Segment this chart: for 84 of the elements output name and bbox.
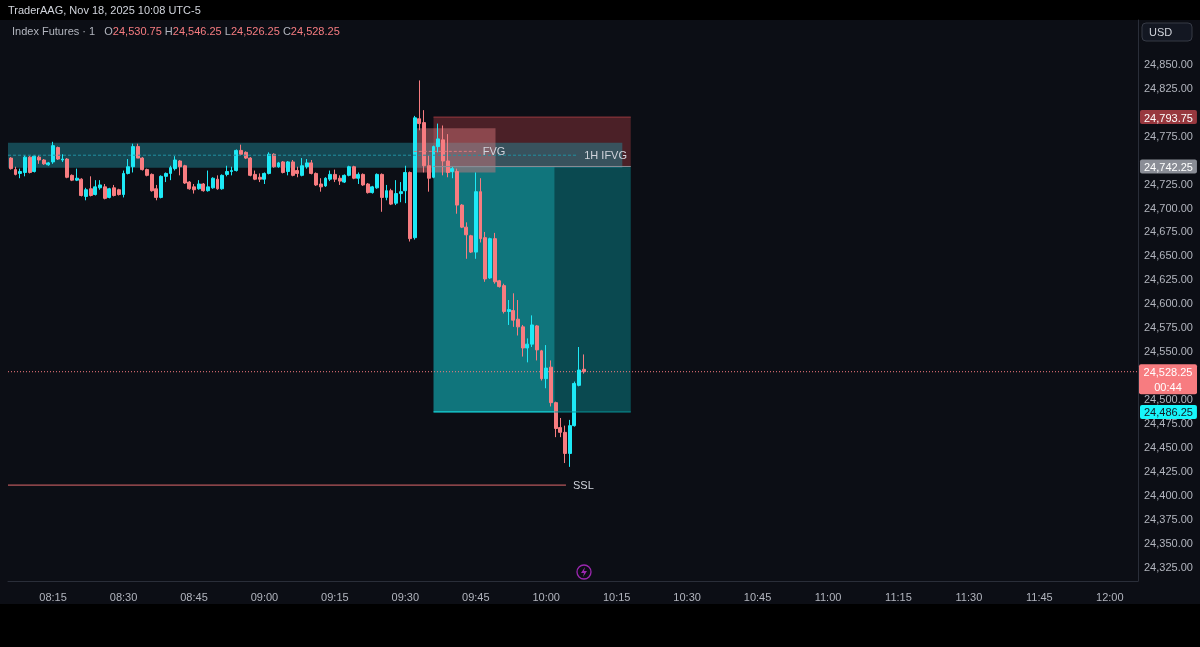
- candlestick: [413, 115, 417, 241]
- x-tick-label: 11:15: [885, 590, 912, 603]
- candlestick: [32, 154, 36, 173]
- x-tick-label: 12:00: [1096, 590, 1124, 603]
- x-tick-label: 10:30: [673, 590, 701, 603]
- candlestick: [79, 177, 83, 197]
- y-tick-label: 24,350.00: [1144, 537, 1193, 550]
- candlestick: [356, 171, 360, 185]
- y-tick-label: 24,550.00: [1144, 345, 1193, 358]
- series-label: SSL: [572, 479, 594, 492]
- candlestick: [216, 174, 219, 191]
- y-tick-label: 24,700.00: [1144, 201, 1193, 214]
- x-tick-label: 10:45: [743, 590, 772, 603]
- candlestick: [56, 146, 60, 161]
- candlestick: [380, 172, 384, 213]
- y-tick-label: 24,500.00: [1144, 393, 1193, 406]
- y-axis-title: USD: [1149, 26, 1173, 38]
- candlestick: [14, 166, 17, 176]
- candlestick: [281, 160, 285, 174]
- y-tick-label: 24,425.00: [1144, 465, 1193, 478]
- x-tick-label: 11:30: [955, 590, 983, 603]
- candlestick: [277, 161, 280, 169]
- candlestick: [488, 237, 492, 280]
- x-tick-label: 08:15: [39, 590, 67, 603]
- x-tick-label: 08:45: [180, 590, 208, 603]
- candlestick: [291, 159, 295, 177]
- candlestick: [286, 160, 290, 176]
- y-tick-label: 24,475.00: [1144, 417, 1193, 430]
- candlestick: [385, 184, 388, 201]
- series-label: 1H IFVG: [584, 149, 628, 162]
- y-tick-label: 24,650.00: [1144, 249, 1193, 262]
- y-tick-label: 24,742.25: [1144, 160, 1193, 173]
- y-tick-label: 24,375.00: [1144, 513, 1193, 526]
- x-tick-label: 10:00: [532, 590, 560, 603]
- candlestick: [272, 152, 276, 169]
- x-tick-label: 11:00: [814, 590, 842, 603]
- candlestick: [201, 182, 205, 193]
- x-tick-label: 09:30: [391, 590, 420, 603]
- text: TraderAAG, Nov 18, 2025 10:08 UTC-5: [8, 4, 201, 16]
- candlestick: [107, 187, 111, 199]
- x-tick-label: 11:45: [1026, 590, 1053, 603]
- candlestick: [408, 171, 412, 243]
- candlestick: [220, 173, 224, 191]
- candlestick: [89, 175, 93, 197]
- candlestick: [403, 165, 407, 204]
- series-label: FVG: [482, 145, 506, 158]
- y-tick-label: 24,625.00: [1144, 273, 1193, 286]
- candlestick: [544, 344, 548, 389]
- candlestick: [234, 148, 238, 173]
- candlestick: [450, 166, 454, 179]
- chart-title: Index Futures · 1: [12, 25, 96, 37]
- candlestick: [61, 153, 64, 163]
- chart-subtitle: O24,530.75 H24,546.25 L24,526.25 C24,528.25: [104, 25, 340, 37]
- candlestick: [75, 168, 79, 182]
- candlestick: [103, 183, 107, 200]
- candlestick: [352, 165, 356, 180]
- y-tick-label: 24,400.00: [1144, 489, 1193, 502]
- y-tick-label: 24,793.75: [1144, 111, 1193, 124]
- candlestick: [469, 234, 473, 254]
- y-tick-label: 24,600.00: [1144, 297, 1193, 310]
- x-tick-label: 08:30: [109, 590, 138, 603]
- y-tick-label: 24,675.00: [1144, 225, 1193, 238]
- candlestick: [197, 179, 201, 191]
- candlestick: [493, 232, 497, 285]
- candlestick: [225, 165, 229, 177]
- candlestick: [474, 171, 478, 260]
- x-tick-label: 09:15: [321, 590, 349, 603]
- candlestick: [28, 155, 32, 174]
- y-tick-label: 24,575.00: [1144, 321, 1193, 334]
- candlestick: [9, 156, 13, 171]
- y-tick-label: 24,725.00: [1144, 177, 1193, 190]
- candlestick: [84, 187, 88, 201]
- y-tick-label: 24,850.00: [1144, 57, 1193, 70]
- y-tick-label: 24,450.00: [1144, 441, 1193, 454]
- y-tick-label: 24,325.00: [1144, 561, 1193, 574]
- y-tick-label: 24,775.00: [1144, 129, 1193, 142]
- candlestick: [507, 299, 511, 326]
- y-tick-label: 24,486.25: [1144, 406, 1193, 419]
- candlestick: [389, 188, 393, 206]
- x-tick-label: 09:45: [462, 590, 490, 603]
- ref-line-label: 24,528.25 00:44: [1143, 365, 1193, 393]
- y-tick-label: 24,825.00: [1144, 81, 1193, 94]
- x-tick-label: 10:15: [602, 590, 631, 603]
- x-tick-label: 09:00: [250, 590, 279, 603]
